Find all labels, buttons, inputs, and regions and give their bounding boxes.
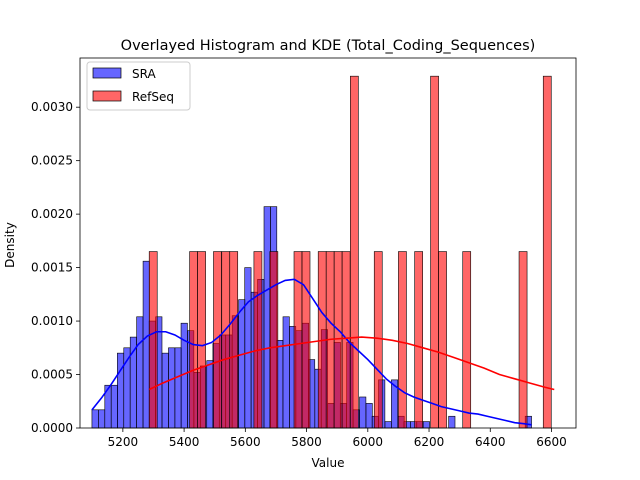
bar-sra-24 (244, 267, 252, 429)
kde-layer (91, 278, 555, 426)
x-tick-label: 6400 (475, 435, 506, 449)
x-axis-label: Value (312, 456, 345, 470)
y-axis-label: Density (3, 222, 17, 268)
x-tick-label: 5600 (230, 435, 261, 449)
bar-sra-18 (206, 360, 214, 429)
bar-sra-43 (365, 403, 373, 429)
bar-sra-42 (359, 396, 367, 429)
bar-refseq-39 (462, 251, 472, 429)
x-tick-label: 5200 (108, 435, 139, 449)
bar-refseq-9 (221, 251, 231, 429)
plot-frame (79, 57, 577, 429)
bar-sra-7 (136, 316, 144, 429)
bar-refseq-28 (373, 251, 383, 429)
legend-swatch-sra (92, 67, 122, 79)
x-tick-label: 5800 (291, 435, 322, 449)
bar-sra-12 (168, 347, 176, 429)
bar-refseq-46 (518, 251, 528, 429)
bar-sra-52 (422, 421, 430, 429)
bar-sra-4 (117, 352, 125, 429)
bar-sra-13 (174, 347, 182, 429)
kde-line-sra (91, 278, 532, 426)
bar-refseq-49 (542, 75, 552, 429)
y-tick-label: 0.0010 (31, 314, 73, 328)
bar-refseq-23 (333, 251, 343, 429)
y-tick-label: 0.0020 (31, 207, 73, 221)
bar-refseq-19 (301, 251, 311, 429)
bar-refseq-36 (438, 251, 447, 429)
bar-sra-46 (384, 421, 392, 429)
axes-layer: 5200 5400 5600 5800 6000 6200 6400 6600 0.0000 0.… (31, 57, 577, 449)
bar-refseq-0 (148, 251, 158, 429)
x-tick-label: 6000 (353, 435, 384, 449)
x-tick-label: 5400 (169, 435, 200, 449)
x-tick-label: 6600 (536, 435, 567, 449)
y-tick-label: 0.0030 (31, 100, 73, 114)
x-tick-label: 6200 (414, 435, 445, 449)
bar-sra-8 (142, 260, 150, 429)
bar-sra-0 (91, 409, 99, 429)
bar-refseq-35 (430, 75, 439, 429)
kde-line-refseq (148, 336, 555, 391)
legend-label-refseq: RefSeq (132, 90, 174, 104)
bar-refseq-13 (253, 251, 263, 429)
legend-label-sra: SRA (132, 67, 156, 81)
legend-swatch-refseq (92, 90, 122, 102)
bar-sra-1 (98, 409, 106, 429)
bar-refseq-25 (350, 75, 359, 429)
bar-refseq-31 (398, 251, 407, 429)
y-tick-label: 0.0005 (31, 368, 73, 382)
legend: SRA RefSeq (86, 61, 191, 111)
y-tick-label: 0.0015 (31, 261, 73, 275)
bar-sra-56 (448, 415, 456, 429)
y-tick-label: 0.0000 (31, 421, 73, 435)
bar-sra-11 (161, 352, 169, 429)
y-tick-label: 0.0025 (31, 154, 73, 168)
bar-refseq-15 (269, 251, 279, 429)
bar-sra-30 (282, 316, 290, 429)
bar-sra-27 (263, 206, 271, 429)
bar-refseq-33 (414, 251, 423, 429)
bar-sra-23 (238, 299, 246, 429)
bar-refseq-18 (293, 251, 303, 429)
bar-sra-3 (110, 384, 118, 429)
chart-title: Overlayed Histogram and KDE (Total_Codin… (121, 38, 536, 54)
bar-refseq-10 (229, 251, 239, 429)
bar-refseq-5 (189, 251, 198, 429)
bar-refseq-6 (197, 251, 206, 429)
